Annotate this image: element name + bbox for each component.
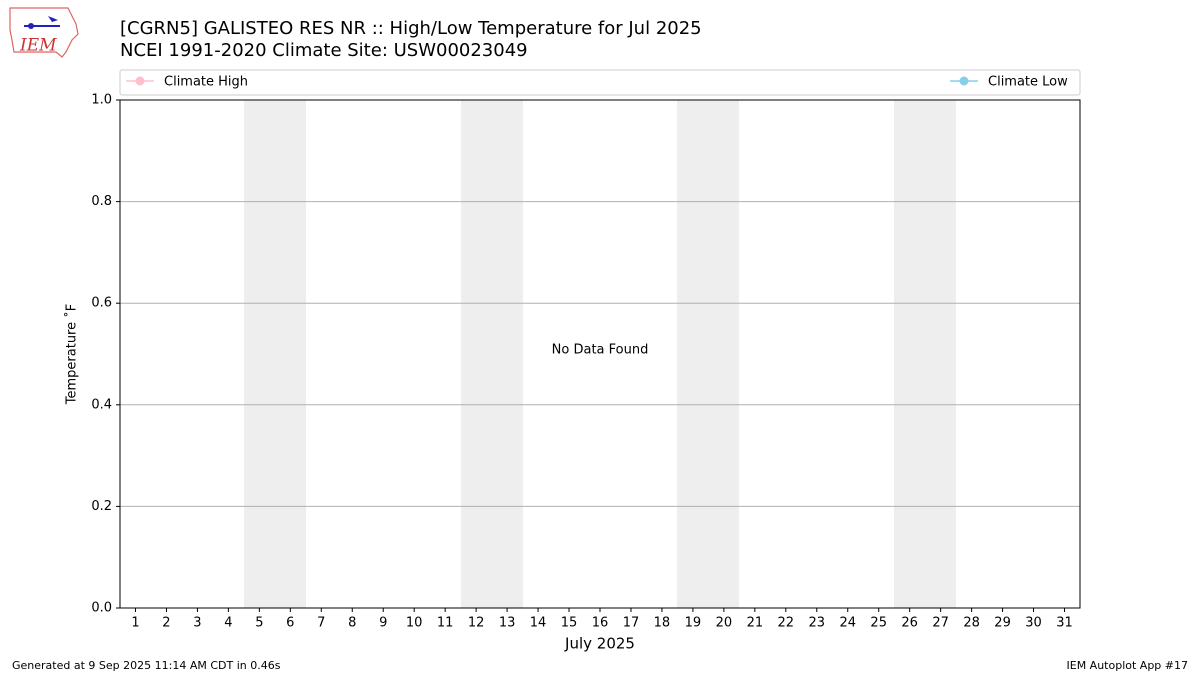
x-tick-label: 28 [963, 616, 980, 631]
x-tick-label: 19 [685, 616, 702, 631]
x-tick-label: 21 [747, 616, 764, 631]
legend-marker [135, 76, 145, 86]
x-tick-label: 4 [224, 616, 232, 631]
x-axis-label: July 2025 [564, 635, 635, 653]
chart-subtitle: NCEI 1991-2020 Climate Site: USW00023049 [120, 40, 528, 61]
footer-left: Generated at 9 Sep 2025 11:14 AM CDT in … [12, 659, 281, 672]
x-tick-label: 7 [317, 616, 325, 631]
x-tick-label: 20 [716, 616, 733, 631]
x-tick-label: 26 [901, 616, 918, 631]
weekend-bands [244, 100, 956, 608]
weekend-band [894, 100, 956, 608]
x-tick-label: 29 [994, 616, 1011, 631]
y-axis-label: Temperature ˚F [64, 304, 80, 405]
footer-right: IEM Autoplot App #17 [1067, 659, 1189, 672]
y-tick-label: 0.8 [91, 194, 112, 209]
x-tick-label: 14 [530, 616, 547, 631]
y-tick-label: 1.0 [91, 93, 112, 108]
x-tick-label: 5 [255, 616, 263, 631]
x-tick-label: 18 [654, 616, 671, 631]
legend-box [119, 69, 1081, 96]
x-tick-label: 27 [932, 616, 949, 631]
x-tick-label: 1 [131, 616, 139, 631]
chart-title: [CGRN5] GALISTEO RES NR :: High/Low Temp… [120, 18, 702, 39]
x-tick-label: 31 [1056, 616, 1073, 631]
logo-text: IEM [19, 36, 57, 56]
x-tick-label: 13 [499, 616, 516, 631]
x-tick-label: 17 [623, 616, 640, 631]
x-tick-label: 2 [162, 616, 170, 631]
x-tick-label: 23 [809, 616, 826, 631]
legend-label: Climate High [164, 75, 248, 90]
y-tick-label: 0.0 [91, 601, 112, 616]
legend-marker [959, 76, 969, 86]
y-tick-label: 0.4 [91, 397, 112, 412]
weekend-band [244, 100, 306, 608]
annotation: No Data Found [552, 343, 649, 358]
x-tick-label: 24 [839, 616, 856, 631]
y-tick-label: 0.6 [91, 296, 112, 311]
x-tick-label: 9 [379, 616, 387, 631]
weekend-band [461, 100, 523, 608]
x-tick-label: 30 [1025, 616, 1042, 631]
x-tick-label: 10 [406, 616, 423, 631]
x-tick-label: 3 [193, 616, 201, 631]
y-tick-label: 0.2 [91, 499, 112, 514]
x-tick-label: 11 [437, 616, 454, 631]
legend-label: Climate Low [988, 75, 1068, 90]
x-tick-label: 16 [592, 616, 609, 631]
logo: IEM [9, 7, 79, 58]
x-tick-label: 6 [286, 616, 294, 631]
x-tick-label: 12 [468, 616, 485, 631]
weekend-band [677, 100, 739, 608]
x-tick-label: 25 [870, 616, 887, 631]
x-tick-label: 22 [778, 616, 795, 631]
x-tick-label: 15 [561, 616, 578, 631]
x-tick-label: 8 [348, 616, 356, 631]
